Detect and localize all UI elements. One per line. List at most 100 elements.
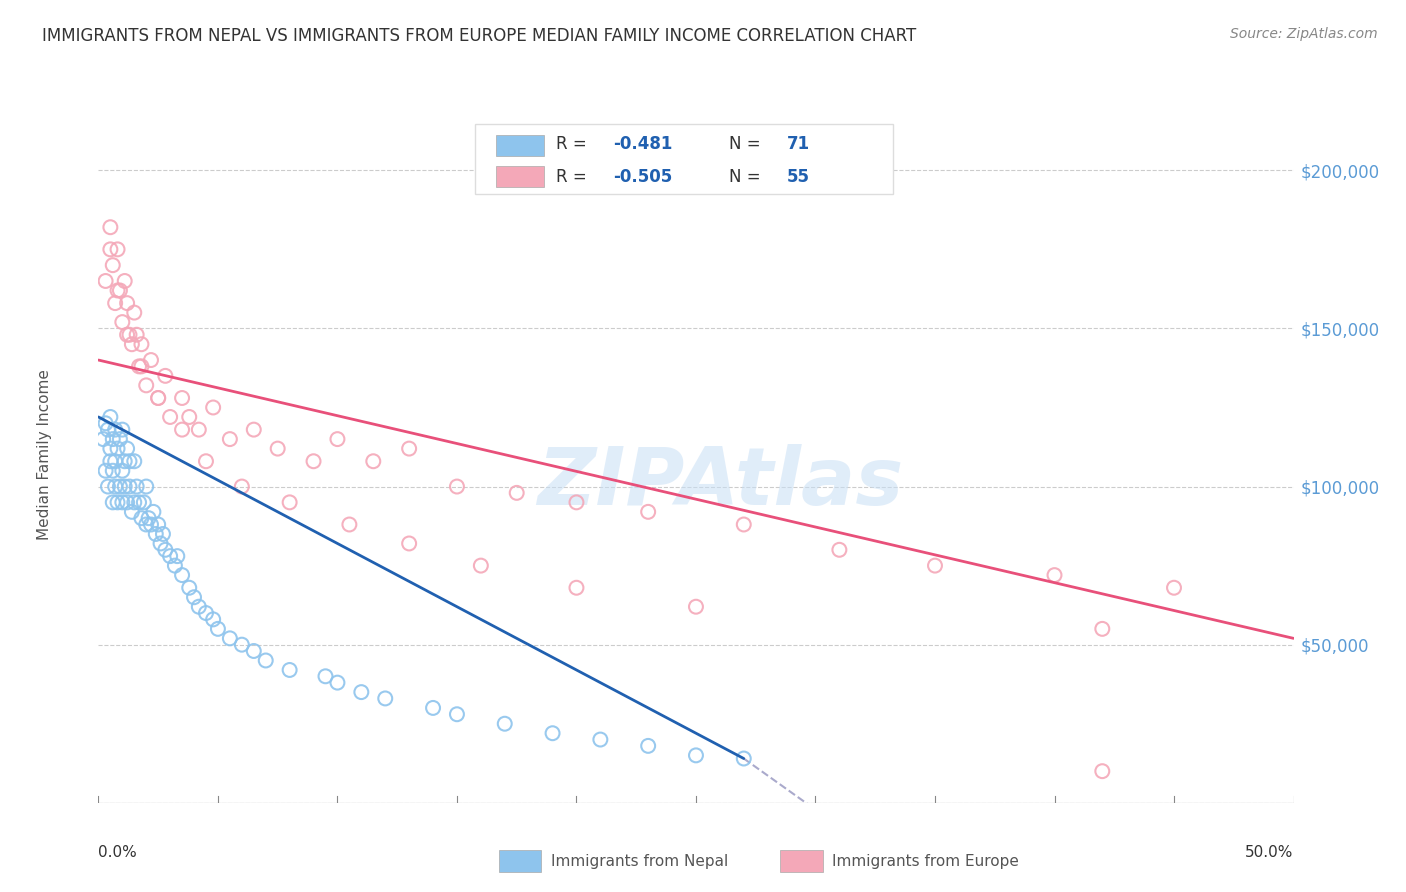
Point bbox=[194, 454, 218, 468]
Point bbox=[1163, 581, 1185, 595]
Point bbox=[446, 479, 468, 493]
Point bbox=[339, 517, 360, 532]
Point bbox=[163, 558, 186, 573]
Point bbox=[118, 479, 141, 493]
Point bbox=[115, 495, 138, 509]
Point bbox=[108, 479, 131, 493]
Point bbox=[243, 644, 266, 658]
FancyBboxPatch shape bbox=[475, 124, 893, 194]
Point bbox=[131, 511, 153, 525]
Point bbox=[94, 274, 117, 288]
Point bbox=[470, 558, 492, 573]
Point bbox=[108, 284, 131, 298]
Point bbox=[111, 315, 134, 329]
Text: N =: N = bbox=[730, 168, 766, 186]
Text: 50.0%: 50.0% bbox=[1246, 845, 1294, 860]
Point bbox=[179, 581, 201, 595]
Point bbox=[231, 479, 253, 493]
Point bbox=[107, 284, 129, 298]
Point bbox=[135, 517, 157, 532]
Text: N =: N = bbox=[730, 135, 766, 153]
Point bbox=[139, 353, 162, 368]
Point bbox=[115, 327, 138, 342]
Point bbox=[111, 464, 134, 478]
Point bbox=[94, 417, 117, 431]
Text: ZIPAtlas: ZIPAtlas bbox=[537, 443, 903, 522]
Point bbox=[315, 669, 337, 683]
Point bbox=[98, 454, 122, 468]
FancyBboxPatch shape bbox=[496, 166, 544, 187]
Point bbox=[494, 716, 516, 731]
Point bbox=[326, 675, 349, 690]
Point bbox=[111, 423, 134, 437]
Point bbox=[637, 505, 659, 519]
Point bbox=[91, 432, 114, 446]
Point bbox=[637, 739, 659, 753]
Point bbox=[115, 442, 138, 456]
Point bbox=[131, 359, 153, 374]
Point bbox=[422, 701, 444, 715]
Point bbox=[363, 454, 385, 468]
Point bbox=[172, 391, 194, 405]
Text: R =: R = bbox=[557, 135, 592, 153]
Point bbox=[132, 495, 155, 509]
Point bbox=[1043, 568, 1066, 582]
Point bbox=[219, 432, 242, 446]
Point bbox=[733, 517, 755, 532]
Point bbox=[97, 423, 120, 437]
Point bbox=[125, 327, 148, 342]
Point bbox=[107, 442, 129, 456]
Point bbox=[118, 454, 141, 468]
Point bbox=[104, 423, 127, 437]
Point bbox=[124, 305, 146, 319]
Point bbox=[187, 599, 209, 614]
Point bbox=[398, 536, 420, 550]
Point bbox=[194, 606, 218, 620]
Point bbox=[148, 391, 170, 405]
Point bbox=[374, 691, 396, 706]
Point bbox=[115, 296, 138, 310]
Point bbox=[124, 454, 146, 468]
Point bbox=[1091, 622, 1114, 636]
Point bbox=[326, 432, 349, 446]
Point bbox=[183, 591, 205, 605]
Point bbox=[128, 359, 150, 374]
Point bbox=[94, 464, 117, 478]
Text: 0.0%: 0.0% bbox=[98, 845, 138, 860]
Point bbox=[104, 454, 127, 468]
Point bbox=[101, 464, 124, 478]
Point bbox=[202, 612, 225, 626]
Point bbox=[98, 220, 122, 235]
Point bbox=[202, 401, 225, 415]
Text: -0.505: -0.505 bbox=[613, 168, 672, 186]
Point bbox=[302, 454, 325, 468]
Point bbox=[179, 409, 201, 424]
Point bbox=[219, 632, 242, 646]
Point bbox=[243, 423, 266, 437]
Point bbox=[97, 479, 120, 493]
Point bbox=[145, 527, 167, 541]
Text: IMMIGRANTS FROM NEPAL VS IMMIGRANTS FROM EUROPE MEDIAN FAMILY INCOME CORRELATION: IMMIGRANTS FROM NEPAL VS IMMIGRANTS FROM… bbox=[42, 27, 917, 45]
Point bbox=[114, 454, 136, 468]
Point bbox=[111, 495, 134, 509]
FancyBboxPatch shape bbox=[496, 135, 544, 156]
Point bbox=[1091, 764, 1114, 779]
Text: 71: 71 bbox=[787, 135, 810, 153]
Point bbox=[148, 517, 170, 532]
Point bbox=[155, 368, 177, 383]
Text: Immigrants from Europe: Immigrants from Europe bbox=[832, 855, 1019, 869]
Text: -0.481: -0.481 bbox=[613, 135, 673, 153]
Point bbox=[446, 707, 468, 722]
Text: R =: R = bbox=[557, 168, 592, 186]
Point bbox=[107, 243, 129, 257]
Point bbox=[155, 542, 177, 557]
Point bbox=[135, 479, 157, 493]
Point bbox=[207, 622, 229, 636]
Point bbox=[98, 409, 122, 424]
Point bbox=[506, 486, 529, 500]
Point bbox=[121, 337, 143, 351]
Point bbox=[565, 581, 588, 595]
Point bbox=[187, 423, 209, 437]
Point bbox=[152, 527, 174, 541]
Text: Source: ZipAtlas.com: Source: ZipAtlas.com bbox=[1230, 27, 1378, 41]
